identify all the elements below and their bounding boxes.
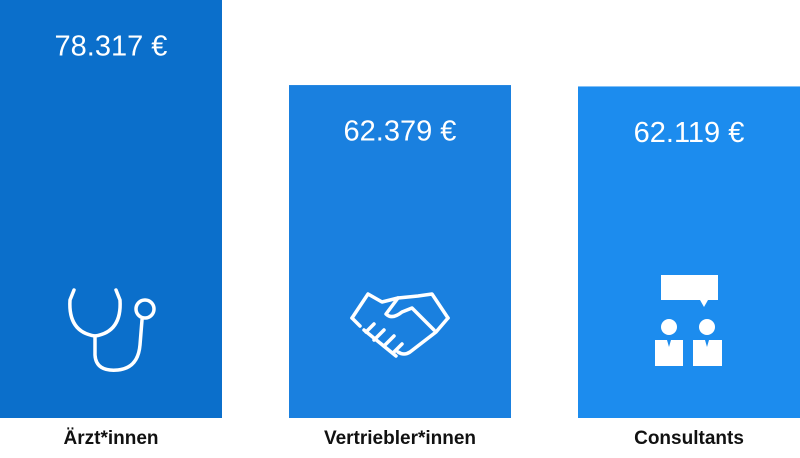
icons [68,275,722,372]
stethoscope-icon [68,288,156,372]
handshake-icon [350,292,450,358]
consultants-icon [655,275,722,366]
value-label: 62.119 € [634,117,745,149]
value-label: 78.317 € [55,31,168,63]
bars [0,0,800,419]
category-label: Ärzt*innen [64,428,159,449]
category-label: Vertriebler*innen [324,428,476,449]
value-label: 62.379 € [344,116,457,148]
bar [0,0,222,418]
bar [578,86,800,418]
category-label: Consultants [634,428,744,449]
bar [289,85,511,419]
